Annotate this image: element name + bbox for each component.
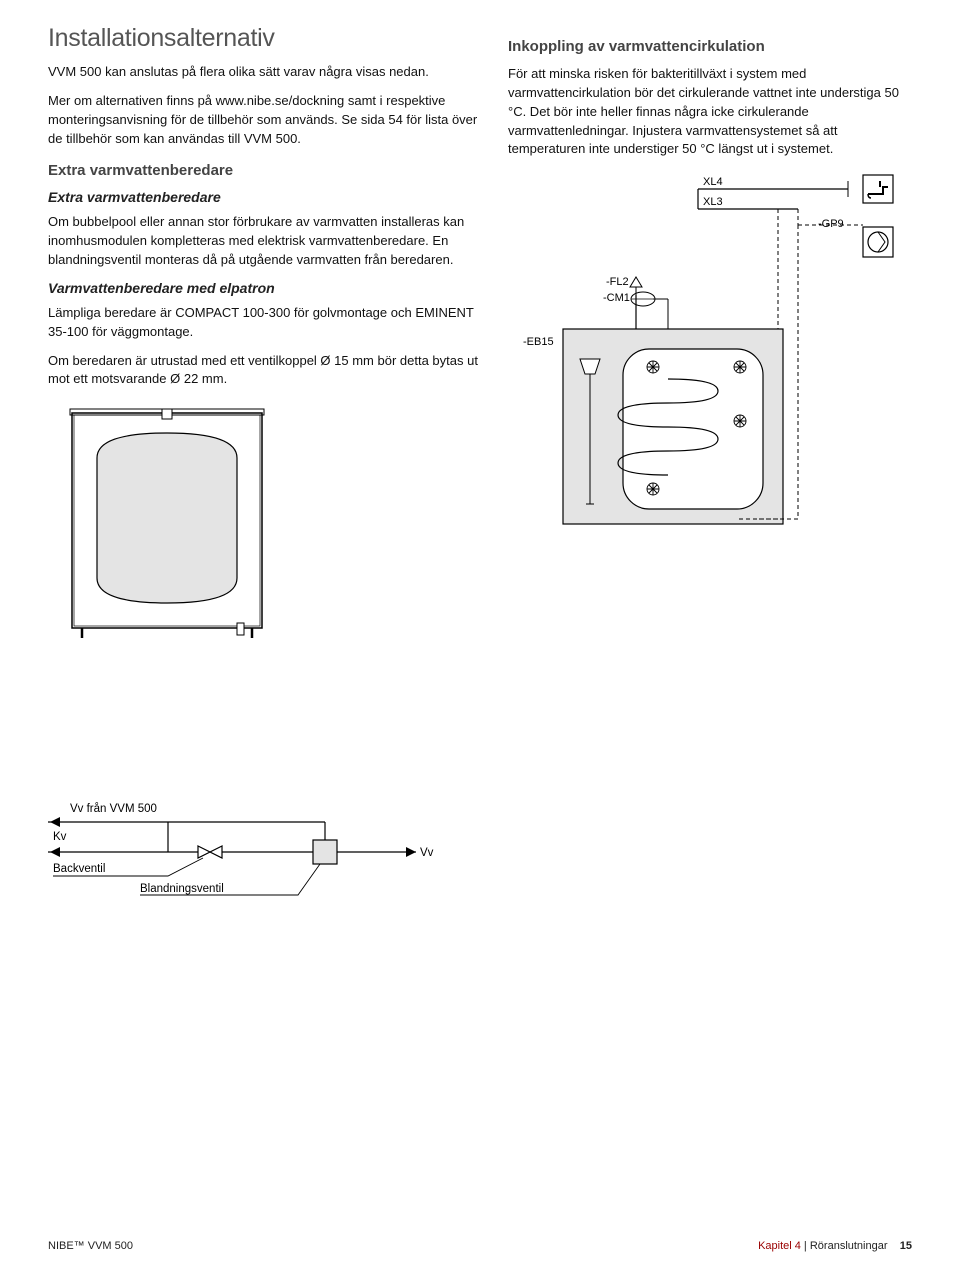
intro-p1: VVM 500 kan anslutas på flera olika sätt…: [48, 63, 480, 82]
label-vv: Vv: [420, 847, 434, 859]
page-footer: NIBE™ VVM 500 Kapitel 4 | Röranslutninga…: [48, 1240, 912, 1252]
heading-inkoppling: Inkoppling av varmvattencirkulation: [508, 38, 918, 55]
label-xl3: XL3: [703, 196, 723, 208]
left-column: Installationsalternativ VVM 500 kan ansl…: [48, 24, 480, 648]
label-kv: Kv: [53, 831, 67, 843]
para-extra-vvb: Om bubbelpool eller annan stor förbrukar…: [48, 213, 480, 270]
flow-diagram: Vv från VVM 500 Kv Vv Backventil Blandni…: [48, 800, 468, 915]
label-vv-from: Vv från VVM 500: [70, 803, 157, 815]
label-cm1: -CM1: [603, 292, 630, 304]
footer-product: NIBE™ VVM 500: [48, 1240, 133, 1252]
tank-figure: [62, 403, 480, 648]
footer-section: Röranslutningar: [810, 1240, 888, 1252]
para-inkoppling: För att minska risken för bakteritillväx…: [508, 65, 918, 159]
intro-p2: Mer om alternativen finns på www.nibe.se…: [48, 92, 480, 149]
label-blandningsventil: Blandningsventil: [140, 883, 224, 895]
footer-sep: |: [801, 1240, 810, 1252]
label-gp9: -GP9: [818, 218, 844, 230]
para-elpatron-2: Om beredaren är utrustad med ett ventilk…: [48, 352, 480, 390]
circulation-schematic: XL4 XL3 -GP9: [508, 169, 918, 534]
footer-right: Kapitel 4 | Röranslutningar 15: [758, 1240, 912, 1252]
label-xl4: XL4: [703, 176, 723, 188]
label-backventil: Backventil: [53, 863, 105, 875]
page-title: Installationsalternativ: [48, 24, 480, 53]
para-elpatron-1: Lämpliga beredare är COMPACT 100-300 för…: [48, 304, 480, 342]
subheading-extra-vvb: Extra varmvattenberedare: [48, 189, 480, 205]
footer-chapter: Kapitel 4: [758, 1240, 801, 1252]
subheading-elpatron: Varmvattenberedare med elpatron: [48, 280, 480, 296]
heading-extra-vvb: Extra varmvattenberedare: [48, 162, 480, 179]
label-eb15: -EB15: [523, 336, 554, 348]
label-fl2: -FL2: [606, 276, 629, 288]
footer-page: 15: [900, 1240, 912, 1252]
right-column: Inkoppling av varmvattencirkulation För …: [508, 24, 918, 648]
